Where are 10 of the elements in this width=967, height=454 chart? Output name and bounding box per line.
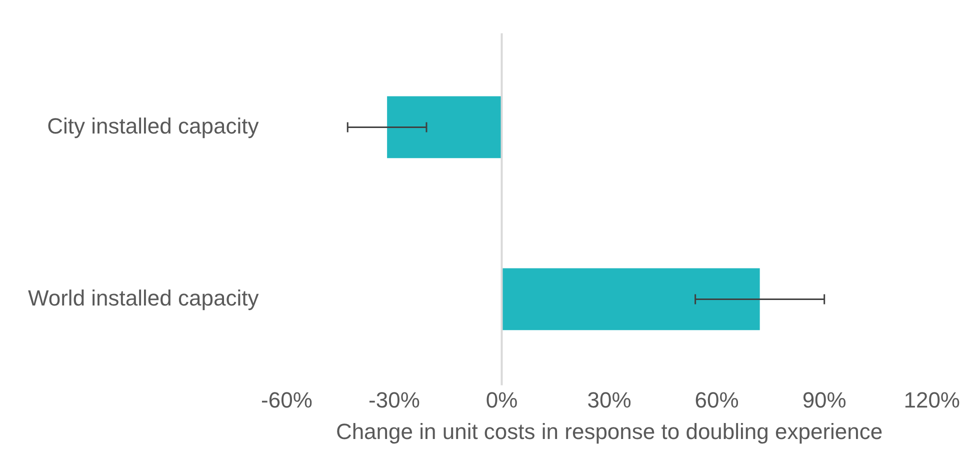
x-tick-label: -60% (261, 387, 312, 412)
y-tick-label: World installed capacity (28, 285, 259, 310)
x-tick-label: 90% (802, 387, 846, 412)
x-tick-label: 120% (904, 387, 960, 412)
x-tick-label: 60% (694, 387, 739, 412)
x-tick-label: -30% (368, 387, 420, 412)
x-axis-title: Change in unit costs in response to doubling experience (336, 418, 883, 444)
x-tick-label: 30% (587, 387, 632, 412)
y-tick-label: City installed capacity (47, 113, 259, 138)
x-tick-label: 0% (486, 387, 518, 412)
